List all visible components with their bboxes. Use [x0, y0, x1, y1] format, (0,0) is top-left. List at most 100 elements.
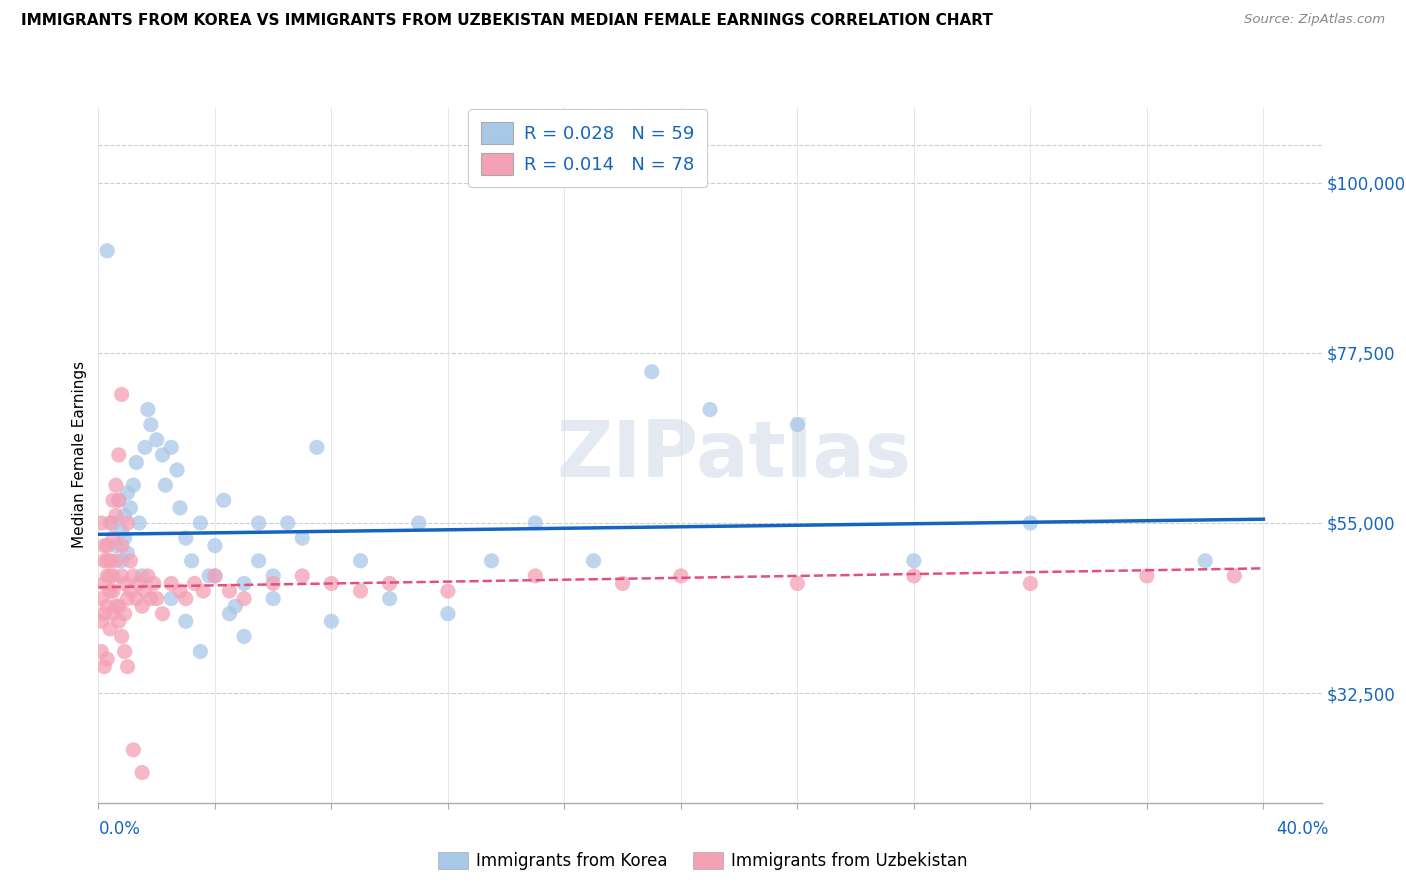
Point: [134, 584, 156, 599]
Point: [145, 433, 167, 447]
Point: [142, 576, 165, 591]
Point: [136, 402, 159, 417]
Point: [262, 576, 284, 591]
Point: [1194, 554, 1216, 568]
Point: [131, 599, 153, 614]
Point: [524, 516, 547, 530]
Point: [117, 485, 139, 500]
Point: [125, 455, 148, 469]
Point: [108, 493, 131, 508]
Point: [117, 591, 139, 606]
Point: [120, 584, 142, 599]
Point: [125, 591, 148, 606]
Point: [180, 554, 202, 568]
Point: [96, 599, 118, 614]
Point: [114, 576, 136, 591]
Point: [114, 607, 136, 621]
Point: [90, 591, 112, 606]
Point: [233, 629, 256, 643]
Point: [247, 516, 270, 530]
Point: [183, 576, 205, 591]
Point: [120, 500, 142, 515]
Point: [134, 441, 156, 455]
Point: [204, 539, 226, 553]
Point: [903, 554, 925, 568]
Point: [93, 659, 115, 673]
Point: [131, 765, 153, 780]
Point: [128, 576, 150, 591]
Point: [437, 607, 460, 621]
Point: [101, 569, 124, 583]
Point: [96, 652, 118, 666]
Point: [349, 584, 371, 599]
Point: [96, 569, 118, 583]
Point: [524, 569, 547, 583]
Point: [104, 508, 127, 523]
Point: [93, 554, 115, 568]
Point: [122, 478, 145, 492]
Point: [111, 524, 134, 538]
Point: [104, 599, 127, 614]
Point: [90, 516, 112, 530]
Point: [903, 569, 925, 583]
Point: [101, 607, 124, 621]
Point: [101, 531, 124, 545]
Text: IMMIGRANTS FROM KOREA VS IMMIGRANTS FROM UZBEKISTAN MEDIAN FEMALE EARNINGS CORRE: IMMIGRANTS FROM KOREA VS IMMIGRANTS FROM…: [21, 13, 993, 29]
Text: 40.0%: 40.0%: [1277, 820, 1329, 838]
Point: [155, 478, 177, 492]
Point: [169, 584, 191, 599]
Point: [152, 607, 174, 621]
Point: [98, 554, 121, 568]
Point: [699, 402, 721, 417]
Text: ZIPatlas: ZIPatlas: [557, 417, 912, 493]
Point: [117, 516, 139, 530]
Text: Source: ZipAtlas.com: Source: ZipAtlas.com: [1244, 13, 1385, 27]
Point: [111, 554, 134, 568]
Point: [98, 516, 121, 530]
Point: [174, 531, 197, 545]
Point: [247, 554, 270, 568]
Point: [131, 569, 153, 583]
Point: [139, 591, 162, 606]
Point: [96, 554, 118, 568]
Point: [98, 584, 121, 599]
Point: [104, 478, 127, 492]
Legend: R = 0.028   N = 59, R = 0.014   N = 78: R = 0.028 N = 59, R = 0.014 N = 78: [468, 109, 707, 187]
Point: [96, 539, 118, 553]
Y-axis label: Median Female Earnings: Median Female Earnings: [72, 361, 87, 549]
Point: [90, 615, 112, 629]
Point: [136, 569, 159, 583]
Point: [1019, 576, 1042, 591]
Point: [120, 554, 142, 568]
Point: [111, 387, 134, 401]
Point: [291, 569, 314, 583]
Point: [114, 531, 136, 545]
Point: [111, 629, 134, 643]
Point: [188, 516, 212, 530]
Point: [108, 615, 131, 629]
Point: [233, 576, 256, 591]
Point: [198, 569, 221, 583]
Point: [262, 591, 284, 606]
Point: [188, 644, 212, 658]
Point: [291, 531, 314, 545]
Point: [193, 584, 215, 599]
Point: [233, 591, 256, 606]
Point: [152, 448, 174, 462]
Point: [128, 516, 150, 530]
Point: [117, 546, 139, 560]
Legend: Immigrants from Korea, Immigrants from Uzbekistan: Immigrants from Korea, Immigrants from U…: [432, 845, 974, 877]
Point: [104, 539, 127, 553]
Point: [1136, 569, 1159, 583]
Point: [117, 659, 139, 673]
Point: [160, 591, 183, 606]
Point: [224, 599, 246, 614]
Point: [145, 591, 167, 606]
Point: [98, 569, 121, 583]
Point: [108, 448, 131, 462]
Point: [786, 417, 808, 432]
Point: [101, 584, 124, 599]
Point: [101, 493, 124, 508]
Point: [174, 591, 197, 606]
Point: [262, 569, 284, 583]
